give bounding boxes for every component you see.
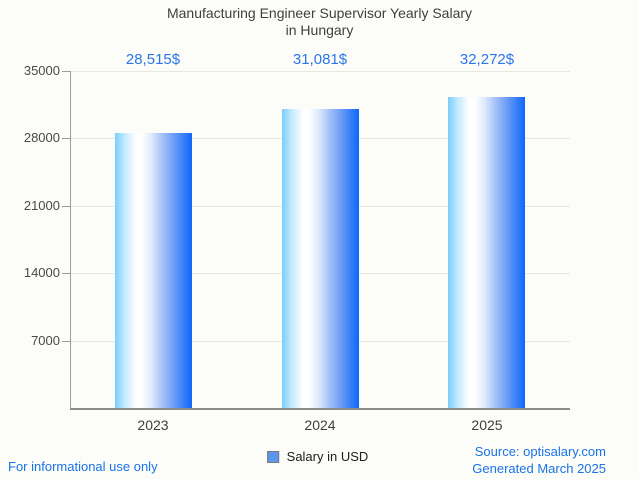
- source-link[interactable]: Source: optisalary.com: [474, 444, 606, 459]
- bar-2024: [282, 109, 359, 408]
- y-tick-label: 14000: [23, 265, 60, 280]
- y-tick: [62, 273, 70, 274]
- x-tick-label-2023: 2023: [137, 417, 169, 433]
- value-label-2023: 28,515$: [125, 51, 181, 68]
- y-tick-label: 21000: [23, 198, 60, 213]
- x-tick-label-2025: 2025: [471, 417, 503, 433]
- y-tick-label: 7000: [31, 333, 60, 348]
- bar-2023: [115, 133, 192, 408]
- value-label-2024: 31,081$: [292, 51, 348, 68]
- chart-title-line1: Manufacturing Engineer Supervisor Yearly…: [166, 5, 473, 21]
- generated-text: Generated March 2025: [472, 461, 606, 476]
- y-tick: [62, 206, 70, 207]
- value-label-2025: 32,272$: [459, 51, 515, 68]
- disclaimer-link[interactable]: For informational use only: [8, 459, 158, 474]
- legend-label: Salary in USD: [286, 449, 369, 464]
- gridline: [70, 71, 570, 72]
- bar-2025: [448, 97, 525, 408]
- x-tick-label-2024: 2024: [304, 417, 336, 433]
- y-tick: [62, 71, 70, 72]
- legend-swatch-icon: [266, 450, 279, 463]
- chart-title-line2: in Hungary: [285, 22, 354, 38]
- x-axis-line: [70, 408, 570, 410]
- chart-title: Manufacturing Engineer Supervisor Yearly…: [0, 5, 639, 39]
- y-tick: [62, 341, 70, 342]
- y-tick: [62, 138, 70, 139]
- legend: Salary in USD: [266, 449, 369, 464]
- y-tick-label: 35000: [23, 63, 60, 78]
- y-tick-label: 28000: [23, 130, 60, 145]
- source-block: Source: optisalary.com Generated March 2…: [472, 443, 606, 477]
- y-axis-line: [70, 71, 71, 408]
